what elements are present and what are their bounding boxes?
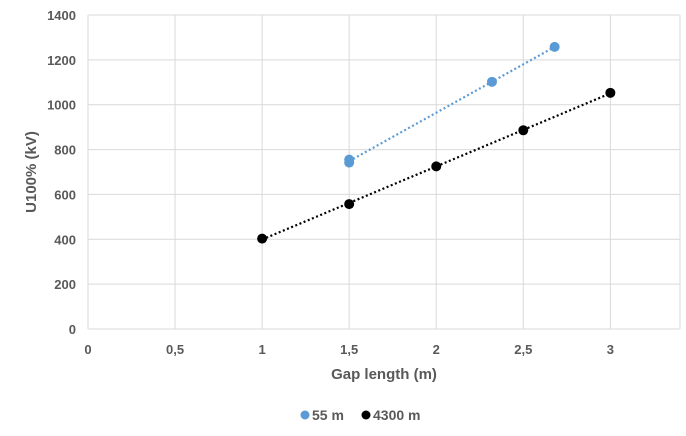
x-tick-labels: 0 0,5 1 1,5 2 2,5 3 — [84, 342, 614, 357]
legend: 55 m 4300 m — [300, 407, 420, 423]
x-tick-label: 1 — [259, 342, 266, 357]
y-tick-label: 1400 — [47, 8, 76, 23]
y-axis-label: U100% (kV) — [23, 131, 40, 213]
data-point — [257, 233, 268, 244]
legend-label: 55 m — [312, 407, 344, 423]
legend-marker — [361, 410, 371, 420]
data-point — [549, 41, 560, 52]
y-tick-label: 400 — [54, 232, 76, 247]
data-point — [486, 76, 497, 87]
legend-label: 4300 m — [373, 407, 420, 423]
legend-marker — [300, 410, 310, 420]
x-tick-label: 0 — [84, 342, 91, 357]
series-layer — [257, 41, 616, 244]
y-tick-label: 1200 — [47, 53, 76, 68]
x-tick-label: 2 — [433, 342, 440, 357]
y-tick-label: 200 — [54, 277, 76, 292]
y-tick-label: 0 — [69, 322, 76, 337]
y-tick-label: 1000 — [47, 98, 76, 113]
y-tick-label: 600 — [54, 187, 76, 202]
x-tick-label: 1,5 — [340, 342, 358, 357]
gridlines — [87, 14, 681, 330]
trendline-0 — [348, 45, 556, 163]
data-point — [605, 87, 616, 98]
data-point — [344, 157, 355, 168]
x-tick-label: 0,5 — [166, 342, 184, 357]
data-point — [344, 199, 355, 210]
x-tick-label: 3 — [607, 342, 614, 357]
data-point — [431, 161, 442, 172]
y-tick-labels: 0 200 400 600 800 1000 1200 1400 — [47, 8, 76, 337]
x-tick-label: 2,5 — [514, 342, 532, 357]
data-point — [518, 125, 529, 136]
y-tick-label: 800 — [54, 143, 76, 158]
x-axis-label: Gap length (m) — [331, 366, 437, 383]
